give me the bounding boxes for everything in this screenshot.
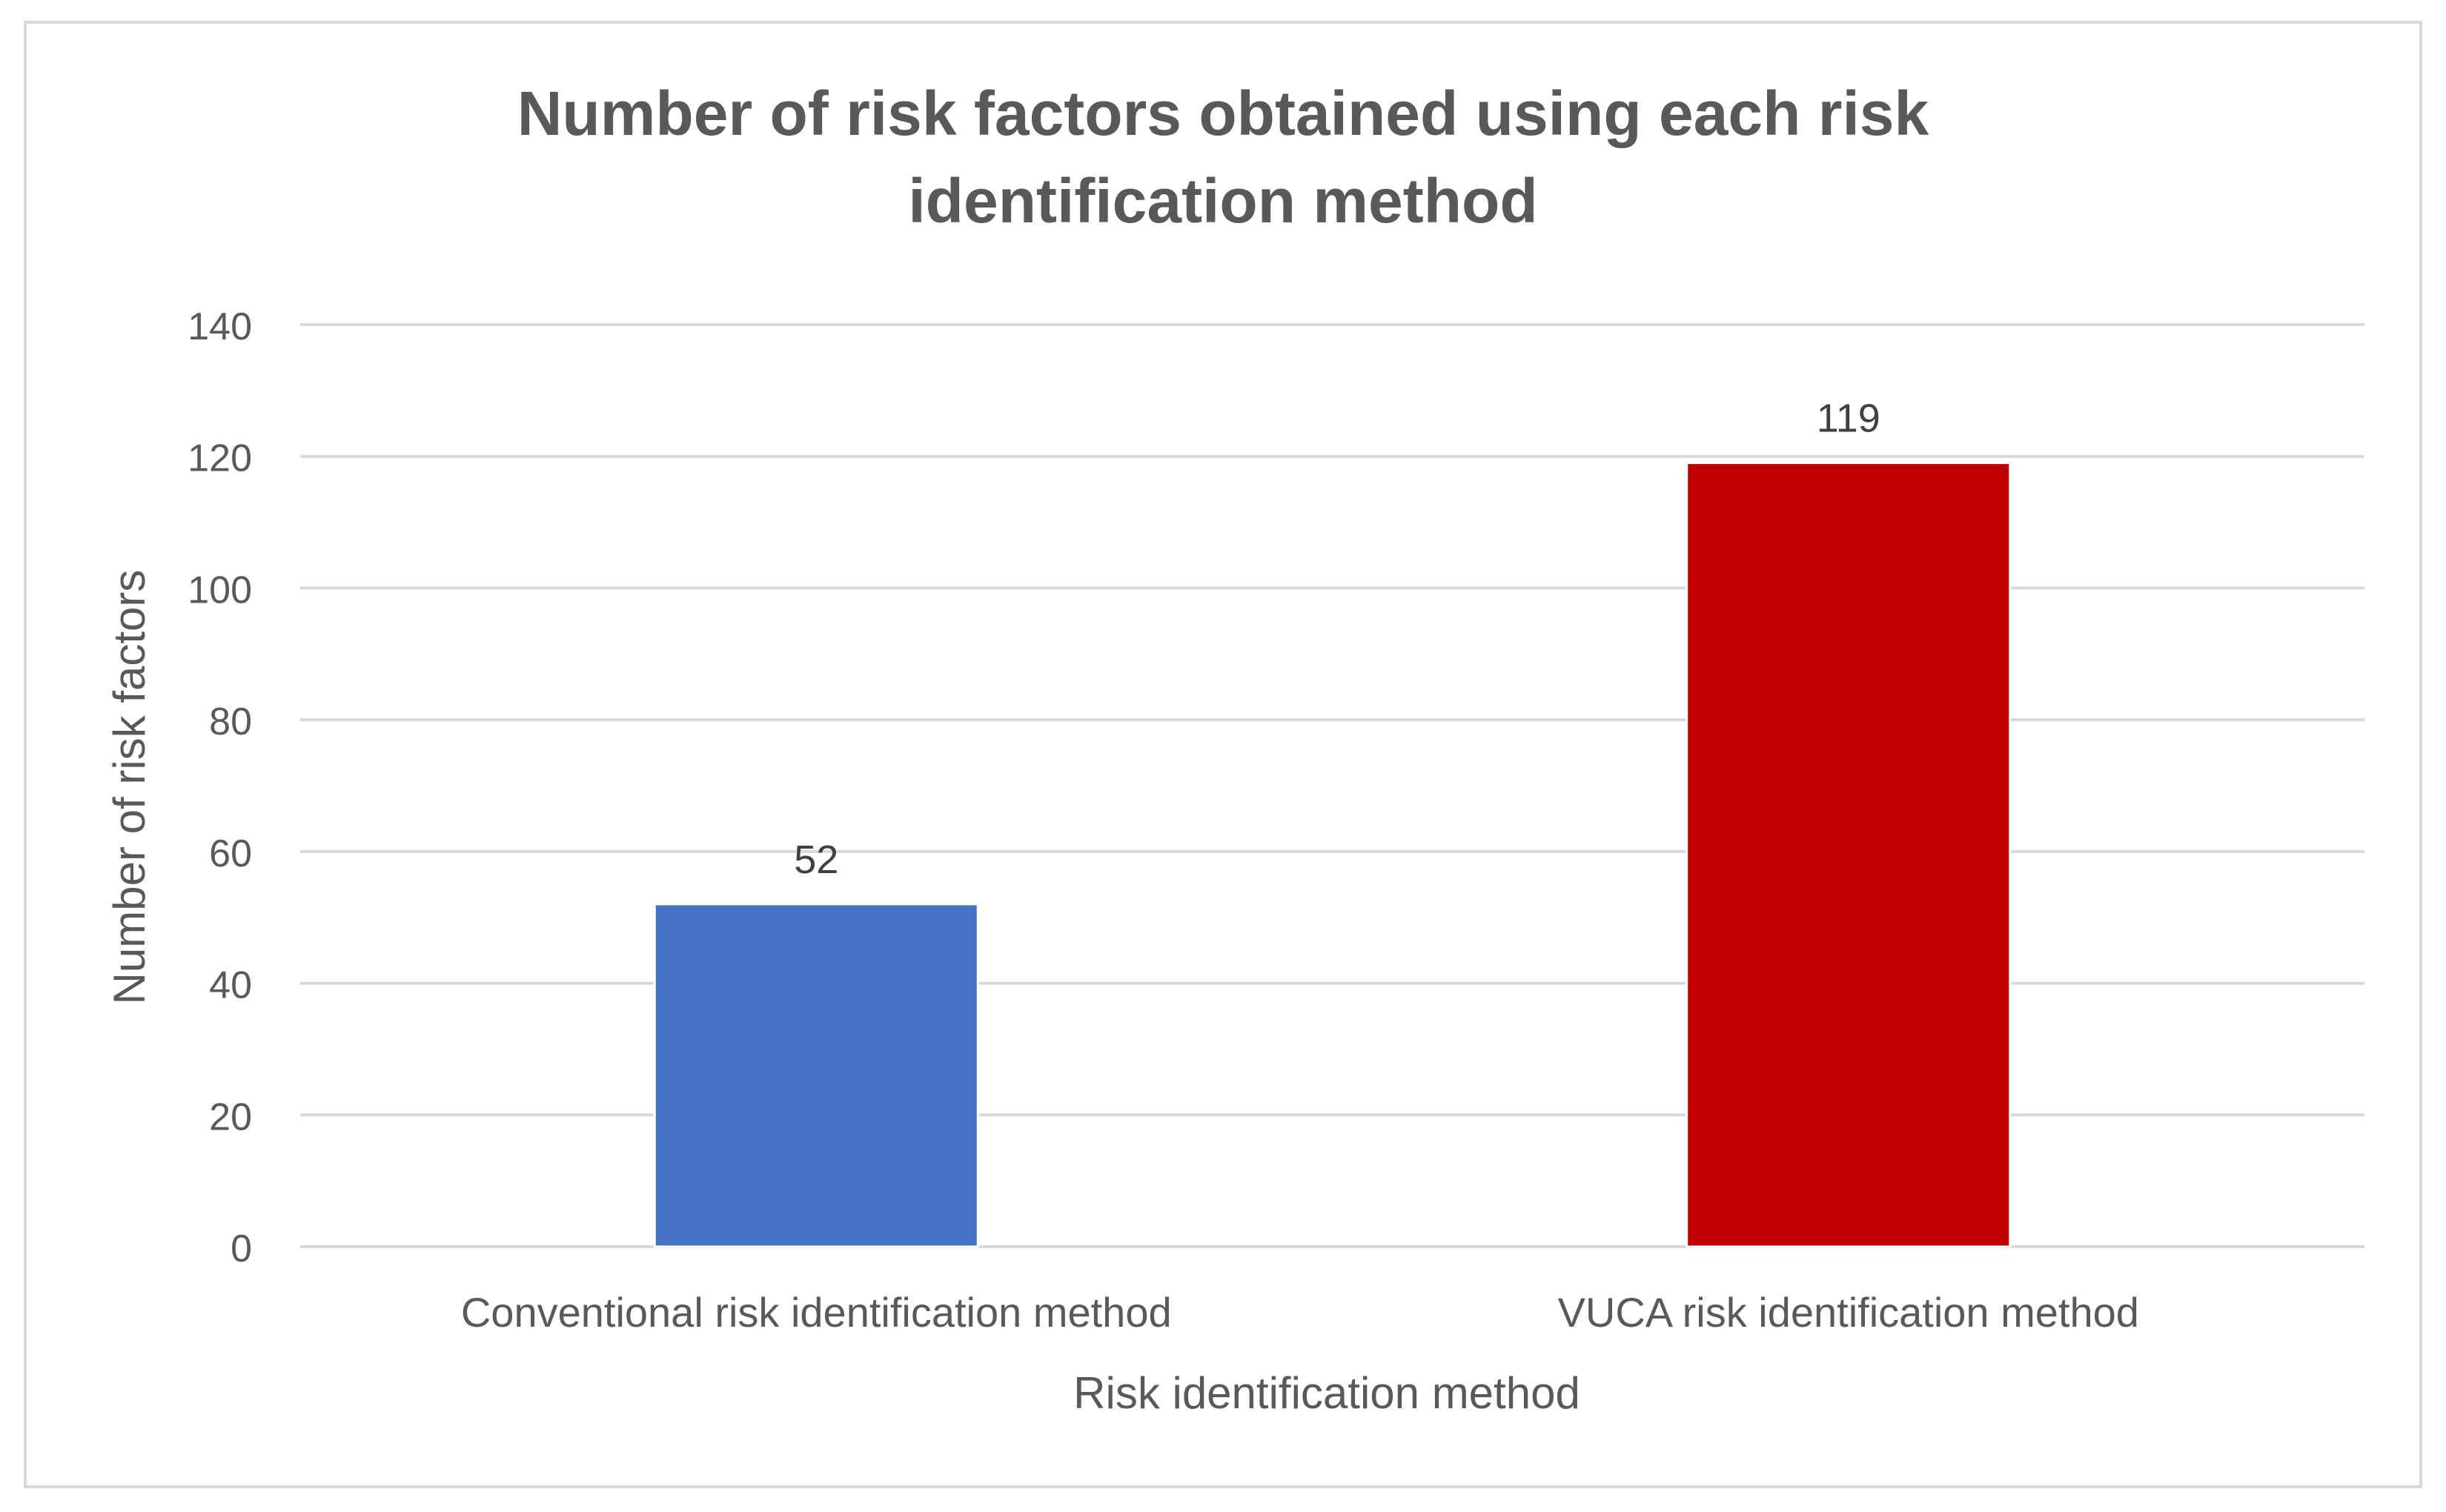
x-axis-title: Risk identification method: [1073, 1368, 1580, 1418]
y-tick-label-100: 100: [188, 568, 252, 611]
y-tick-label-40: 40: [209, 964, 252, 1007]
bars: [653, 462, 2012, 1248]
x-axis-category-labels: Conventional risk identification method V…: [461, 1289, 2139, 1336]
gridlines: [300, 323, 2364, 1248]
data-labels: 52 119: [794, 397, 1880, 882]
y-tick-label-20: 20: [209, 1095, 252, 1138]
bar-1: [653, 903, 979, 1248]
chart-title-line-2: identification method: [908, 166, 1537, 236]
chart-title-line-1: Number of risk factors obtained using ea…: [517, 79, 1929, 148]
data-label-1: 52: [794, 838, 838, 882]
x-category-label-1: Conventional risk identification method: [461, 1289, 1172, 1336]
y-axis-tick-labels: 0 20 40 60 80 100 120 140: [188, 305, 252, 1270]
y-tick-label-0: 0: [231, 1227, 252, 1270]
chart-frame: [24, 21, 2422, 1488]
bar-2: [1686, 462, 2012, 1248]
data-label-2: 119: [1817, 397, 1880, 441]
y-tick-label-140: 140: [188, 305, 252, 348]
y-axis-title: Number of risk factors: [105, 570, 154, 1005]
y-tick-label-80: 80: [209, 700, 252, 743]
chart-title: Number of risk factors obtained using ea…: [517, 79, 1929, 236]
y-tick-label-120: 120: [188, 437, 252, 480]
y-tick-label-60: 60: [209, 832, 252, 875]
x-category-label-2: VUCA risk identification method: [1558, 1289, 2139, 1336]
